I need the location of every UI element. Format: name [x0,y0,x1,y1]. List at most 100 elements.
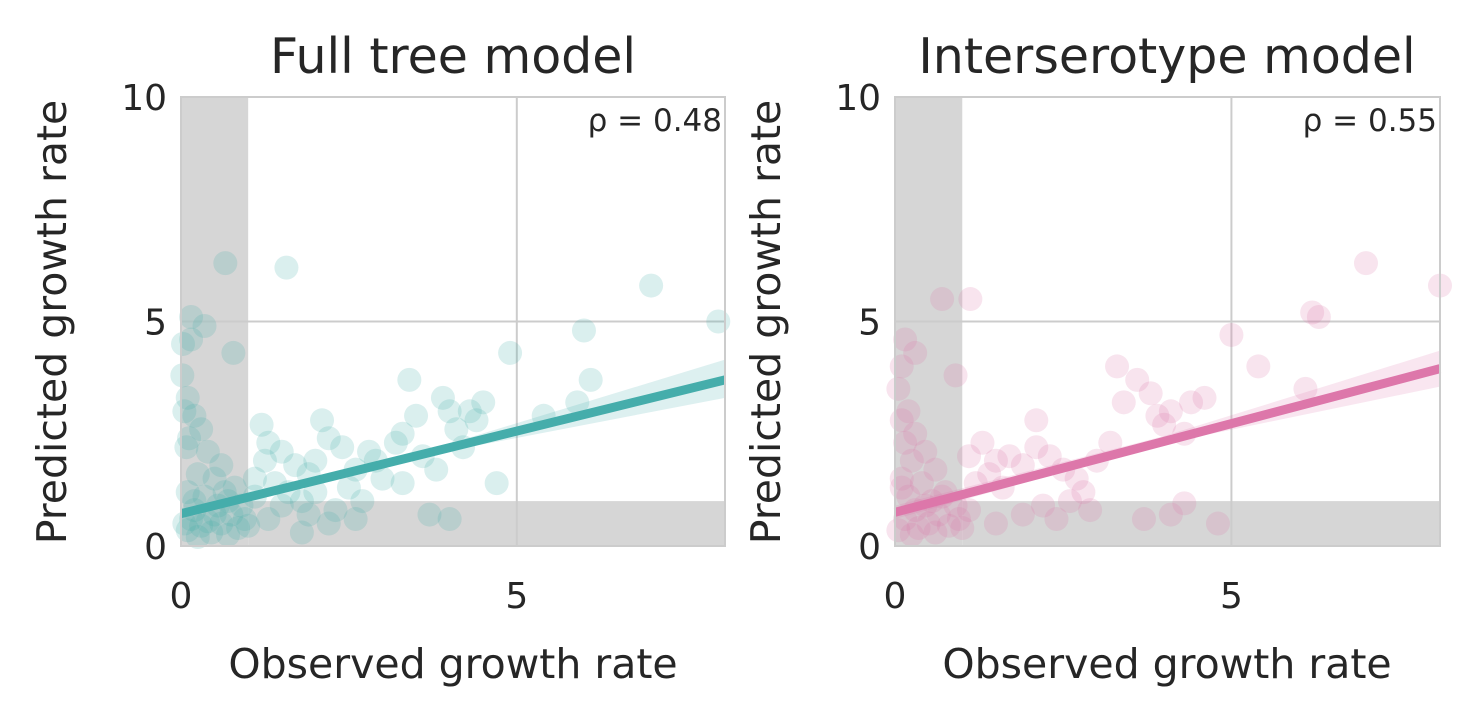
data-point [213,251,238,276]
data-point [1179,390,1204,415]
x-axis-label: Observed growth rate [942,640,1391,688]
data-point [397,367,422,392]
data-point [179,305,204,330]
data-point [1353,251,1378,276]
data-point [170,363,195,388]
data-point [903,340,928,365]
data-point [174,435,199,460]
correlation-annotation: ρ = 0.55 [1303,103,1437,139]
data-point [1219,322,1244,347]
data-point [464,408,489,433]
data-point [1037,444,1062,469]
data-point [1071,480,1096,505]
data-point [172,511,197,536]
data-point [171,331,196,356]
y-tick-label: 0 [144,527,167,568]
data-point [350,489,375,514]
data-point [1205,511,1230,536]
data-point [417,502,442,527]
data-point [1064,466,1089,491]
data-point [923,520,948,545]
data-point [903,421,928,446]
data-point [177,426,202,451]
data-point [1158,399,1183,424]
data-point [256,507,281,532]
data-point [357,439,382,464]
data-point [185,462,210,487]
data-point [1125,367,1150,392]
data-point [189,417,214,442]
x-tick-label: 0 [170,576,193,617]
y-tick-label: 5 [858,303,881,344]
data-point [274,255,299,280]
data-point [1024,408,1049,433]
data-point [943,363,968,388]
data-point [283,453,308,478]
data-point [1044,507,1069,532]
data-point [886,376,911,401]
data-point [195,439,220,464]
plot-area: 0 5 0 5 10 [835,78,1452,617]
threshold-band-horizontal [962,501,1440,546]
data-point [946,507,971,532]
data-point [316,426,341,451]
data-point [957,444,982,469]
data-point [172,399,197,424]
regression-line [893,364,1442,517]
data-point [424,457,449,482]
data-point [192,313,217,338]
data-point [1246,354,1271,379]
data-point [983,511,1008,536]
y-tick-label: 5 [144,303,167,344]
data-point [498,340,523,365]
data-point [997,444,1022,469]
plot-frame [894,96,1441,547]
data-point [249,412,274,437]
data-point [232,507,257,532]
data-point [222,475,247,500]
data-point [430,385,455,410]
data-point [1098,430,1123,455]
data-point [893,327,918,352]
data-point [1138,381,1163,406]
data-point [226,516,251,541]
data-point [1111,390,1136,415]
data-point [390,471,415,496]
data-point [1306,305,1331,330]
correlation-annotation: ρ = 0.48 [588,103,722,139]
data-point [639,273,664,298]
data-point [199,520,224,545]
data-point [296,502,321,527]
x-tick-label: 5 [505,576,528,617]
data-point [221,340,246,365]
plot-frame [180,96,726,547]
data-point [983,448,1008,473]
data-point [923,457,948,482]
data-point [343,507,368,532]
data-point [1057,489,1082,514]
data-point [706,309,731,334]
data-point [182,403,207,428]
data-point [336,475,361,500]
data-point [1010,502,1035,527]
data-point [1024,435,1049,460]
data-point [383,430,408,455]
data-point [256,430,281,455]
data-point [316,511,341,536]
data-point [323,498,348,523]
regression-line [179,375,727,519]
data-point [977,462,1002,487]
data-point [1293,376,1318,401]
data-point [906,516,931,541]
y-tick-label: 10 [835,78,881,119]
data-point [1105,354,1130,379]
data-point [936,513,961,538]
x-tick-label: 0 [884,576,907,617]
data-point [370,466,395,491]
data-point [1031,493,1056,518]
data-point [209,453,234,478]
data-point [1300,300,1325,325]
data-point [957,498,982,523]
data-point [471,390,496,415]
data-point [437,399,462,424]
